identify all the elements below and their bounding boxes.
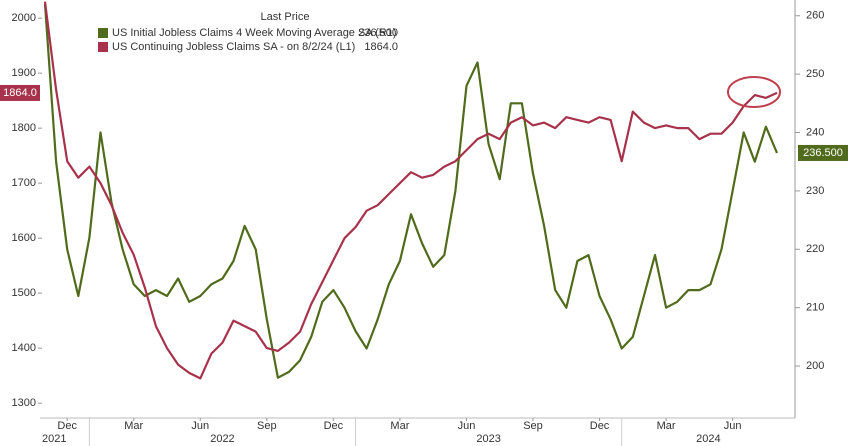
legend-label: US Initial Jobless Claims 4 Week Moving … xyxy=(112,27,397,39)
x-tick-label: Jun xyxy=(724,420,742,432)
y-tick-label: 1500 xyxy=(12,287,36,299)
y2-tick-label: 250 xyxy=(806,68,824,80)
x-tick-label: Sep xyxy=(523,420,543,432)
y-tick-label: 1300 xyxy=(12,397,36,409)
y2-tick-label: 260 xyxy=(806,10,824,22)
y-tick-label: 1900 xyxy=(12,67,36,79)
y2-tick-label: 240 xyxy=(806,126,824,138)
legend-value: 236.500 xyxy=(358,27,398,39)
value-tag-label: 1864.0 xyxy=(3,87,37,99)
x-year-label: 2024 xyxy=(696,433,720,445)
x-tick-label: Mar xyxy=(657,420,676,432)
x-tick-label: Mar xyxy=(124,420,143,432)
legend-label: US Continuing Jobless Claims SA - on 8/2… xyxy=(112,41,355,53)
legend-swatch xyxy=(98,28,108,38)
value-tag xyxy=(0,84,40,101)
x-year-label: 2022 xyxy=(210,433,234,445)
highlight-circle xyxy=(727,76,781,108)
x-year-label: 2021 xyxy=(42,433,66,445)
x-tick-label: Jun xyxy=(191,420,209,432)
legend: US Initial Jobless Claims 4 Week Moving … xyxy=(98,27,398,53)
x-tick-label: Mar xyxy=(390,420,409,432)
x-tick-label: Jun xyxy=(458,420,476,432)
x-tick-label: Dec xyxy=(57,420,77,432)
x-year-label: 2023 xyxy=(476,433,500,445)
y-tick-label: 1600 xyxy=(12,232,36,244)
legend-swatch xyxy=(98,42,108,52)
series-line xyxy=(43,1,778,380)
legend-box xyxy=(92,5,404,61)
y-tick-label: 2000 xyxy=(12,12,36,24)
y2-tick-label: 220 xyxy=(806,243,824,255)
y-tick-label: 1800 xyxy=(12,122,36,134)
legend-value: 1864.0 xyxy=(364,41,398,53)
legend-title: Last Price xyxy=(261,11,310,23)
y2-tick-label: 230 xyxy=(806,185,824,197)
series-line xyxy=(43,4,779,379)
value-tag xyxy=(798,144,848,161)
value-tag-label: 236.500 xyxy=(803,147,843,159)
y2-tick-label: 210 xyxy=(806,302,824,314)
plot xyxy=(43,1,779,380)
y2-tick-label: 200 xyxy=(806,360,824,372)
x-tick-label: Dec xyxy=(324,420,344,432)
y-tick-label: 1400 xyxy=(12,342,36,354)
x-tick-label: Dec xyxy=(590,420,610,432)
x-tick-label: Sep xyxy=(257,420,277,432)
y-tick-label: 1700 xyxy=(12,177,36,189)
